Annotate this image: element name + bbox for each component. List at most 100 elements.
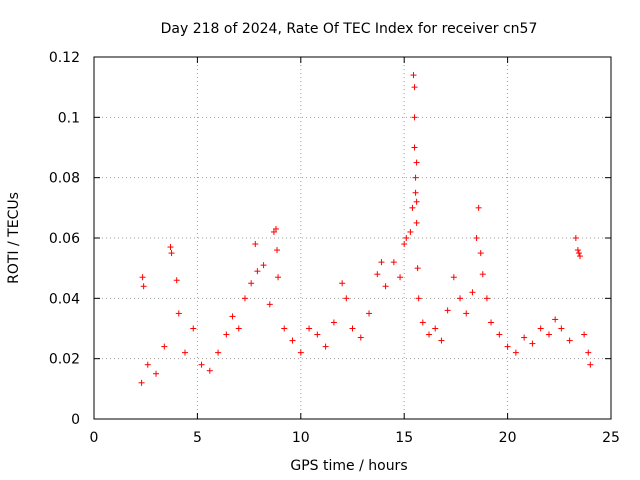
- data-point: [438, 337, 445, 344]
- data-point: [475, 204, 482, 211]
- data-point: [349, 325, 356, 332]
- data-point: [581, 331, 588, 338]
- data-point: [241, 295, 248, 302]
- data-point: [463, 310, 470, 317]
- data-point: [366, 310, 373, 317]
- y-tick-labels: 0 0.02 0.04 0.06 0.08 0.1 0.12: [49, 50, 80, 428]
- data-point: [415, 295, 422, 302]
- x-tick-label: 20: [499, 430, 517, 446]
- data-point: [411, 144, 418, 151]
- data-point: [587, 361, 594, 368]
- y-tick-label: 0.02: [49, 352, 80, 368]
- y-tick-label: 0: [71, 412, 80, 428]
- data-point: [252, 241, 259, 248]
- data-point: [167, 244, 174, 251]
- data-point: [413, 159, 420, 166]
- data-point: [477, 250, 484, 257]
- data-point: [411, 114, 418, 121]
- data-point: [382, 283, 389, 290]
- data-point: [432, 325, 439, 332]
- data-point: [413, 198, 420, 205]
- data-point: [357, 334, 364, 341]
- data-point: [585, 349, 592, 356]
- data-point: [412, 174, 419, 181]
- data-point: [190, 325, 197, 332]
- data-point: [410, 72, 417, 79]
- y-tick-label: 0.12: [49, 50, 80, 66]
- data-point: [198, 361, 205, 368]
- y-tick-label: 0.04: [49, 291, 80, 307]
- data-points: [138, 72, 594, 386]
- data-point: [235, 325, 242, 332]
- data-point: [401, 241, 408, 248]
- data-point: [413, 219, 420, 226]
- x-tick-label: 0: [90, 430, 99, 446]
- chart-title: Day 218 of 2024, Rate Of TEC Index for r…: [161, 21, 538, 37]
- data-point: [529, 340, 536, 347]
- data-point: [403, 235, 410, 241]
- data-point: [558, 325, 565, 332]
- data-point: [552, 316, 559, 323]
- data-point: [138, 379, 145, 386]
- data-point: [537, 325, 544, 332]
- data-point: [411, 84, 418, 91]
- plot-frame: [93, 56, 612, 420]
- data-point: [343, 295, 350, 302]
- data-point: [297, 349, 304, 356]
- x-tick-label: 5: [193, 430, 202, 446]
- data-point: [248, 280, 255, 287]
- data-point: [409, 204, 416, 211]
- data-point: [140, 283, 147, 290]
- y-tick-label: 0.08: [49, 171, 80, 187]
- data-point: [339, 280, 346, 287]
- x-tick-label: 25: [602, 430, 620, 446]
- data-point: [483, 295, 490, 302]
- data-point: [397, 274, 404, 281]
- data-point: [450, 274, 457, 281]
- data-point: [512, 349, 519, 356]
- data-point: [139, 274, 146, 281]
- data-point: [322, 343, 329, 350]
- data-point: [272, 225, 279, 232]
- data-point: [175, 310, 182, 317]
- data-point: [390, 259, 397, 266]
- data-point: [330, 319, 337, 326]
- data-point: [496, 331, 503, 338]
- data-point: [575, 250, 582, 257]
- data-point: [153, 370, 160, 377]
- data-point: [270, 228, 277, 235]
- data-point: [576, 253, 583, 260]
- data-point: [572, 235, 579, 241]
- data-point: [215, 349, 222, 356]
- data-point: [545, 331, 552, 338]
- data-point: [574, 247, 581, 254]
- data-point: [289, 337, 296, 344]
- data-point: [412, 189, 419, 196]
- data-point: [407, 228, 414, 235]
- data-point: [504, 343, 511, 350]
- data-point: [488, 319, 495, 326]
- data-point: [374, 271, 381, 278]
- x-tick-label: 10: [292, 430, 310, 446]
- data-point: [254, 268, 261, 275]
- data-point: [168, 250, 175, 257]
- data-point: [281, 325, 288, 332]
- x-axis-label: GPS time / hours: [290, 458, 407, 474]
- data-point: [306, 325, 313, 332]
- data-point: [266, 301, 273, 308]
- y-tick-label: 0.06: [49, 231, 80, 247]
- data-point: [469, 289, 476, 296]
- data-point: [419, 319, 426, 326]
- data-point: [444, 307, 451, 314]
- y-tick-label: 0.1: [58, 110, 80, 126]
- x-tick-label: 15: [395, 430, 413, 446]
- data-point: [144, 361, 151, 368]
- data-point: [314, 331, 321, 338]
- data-point: [479, 271, 486, 278]
- data-point: [521, 334, 528, 341]
- y-axis-label: ROTI / TECUs: [6, 192, 22, 284]
- data-point: [566, 337, 573, 344]
- data-point: [206, 367, 213, 374]
- data-point: [473, 235, 480, 241]
- data-point: [260, 262, 267, 269]
